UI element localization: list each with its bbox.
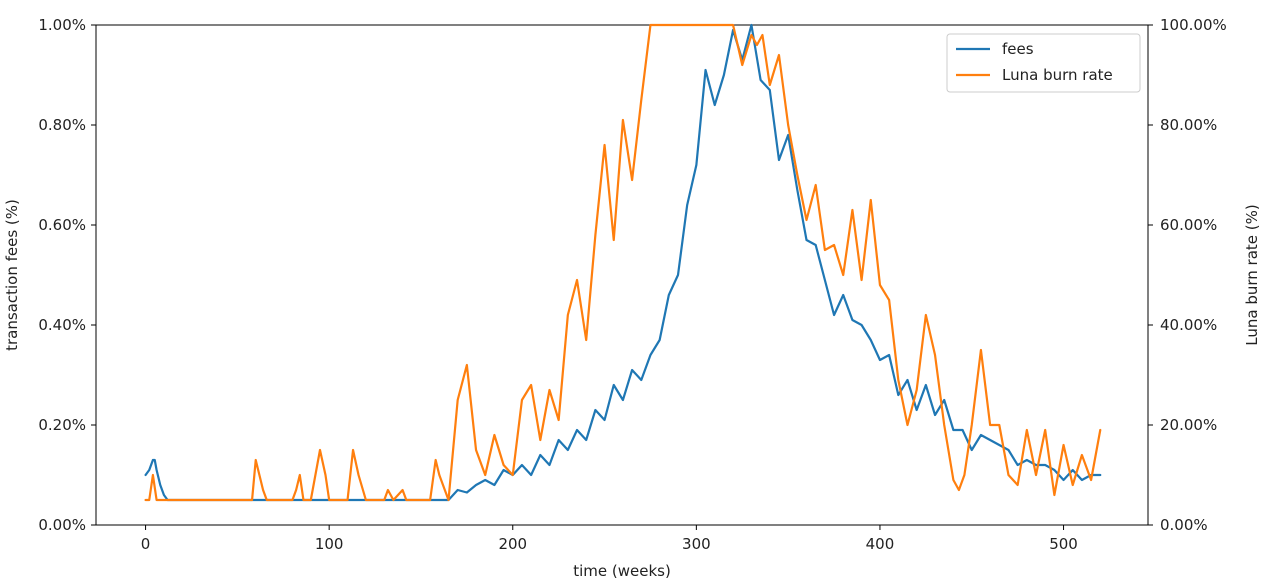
legend-box — [946, 33, 1141, 93]
x-tick-label: 200 — [498, 535, 527, 553]
y-right-tick-label: 100.00% — [1160, 16, 1227, 34]
y-right-tick-label: 60.00% — [1160, 216, 1217, 234]
y-left-tick-label: 0.60% — [38, 216, 86, 234]
x-tick-label: 100 — [315, 535, 344, 553]
legend-label-luna-burn-rate: Luna burn rate — [1002, 66, 1113, 84]
x-tick-label: 0 — [141, 535, 151, 553]
x-tick-label: 300 — [682, 535, 711, 553]
series-line-luna-burn-rate — [144, 23, 1102, 502]
y-left-tick-label: 0.80% — [38, 116, 86, 134]
plot-frame — [95, 24, 1149, 526]
y-right-axis-ticks: 0.00% 20.00% 40.00% 60.00% 80.00% 100.00% — [1148, 16, 1227, 534]
y-right-tick-label: 80.00% — [1160, 116, 1217, 134]
y-left-axis-ticks: 0.00% 0.20% 0.40% 0.60% 0.80% 1.00% — [38, 16, 96, 534]
series-line-fees — [144, 23, 1102, 502]
y-right-tick-label: 40.00% — [1160, 316, 1217, 334]
x-tick-label: 400 — [866, 535, 895, 553]
y-left-axis-title: transaction fees (%) — [3, 199, 21, 351]
y-left-tick-label: 0.40% — [38, 316, 86, 334]
y-right-tick-label: 0.00% — [1160, 516, 1208, 534]
x-tick-label: 500 — [1049, 535, 1078, 553]
legend: fees Luna burn rate — [946, 33, 1141, 93]
x-axis-ticks: 0 100 200 300 400 500 — [141, 525, 1078, 553]
x-axis-title: time (weeks) — [573, 562, 671, 580]
y-left-tick-label: 1.00% — [38, 16, 86, 34]
legend-label-fees: fees — [1002, 40, 1034, 58]
series-lines — [144, 23, 1102, 502]
y-right-axis-title: Luna burn rate (%) — [1243, 204, 1261, 345]
y-right-tick-label: 20.00% — [1160, 416, 1217, 434]
y-left-tick-label: 0.20% — [38, 416, 86, 434]
y-left-tick-label: 0.00% — [38, 516, 86, 534]
